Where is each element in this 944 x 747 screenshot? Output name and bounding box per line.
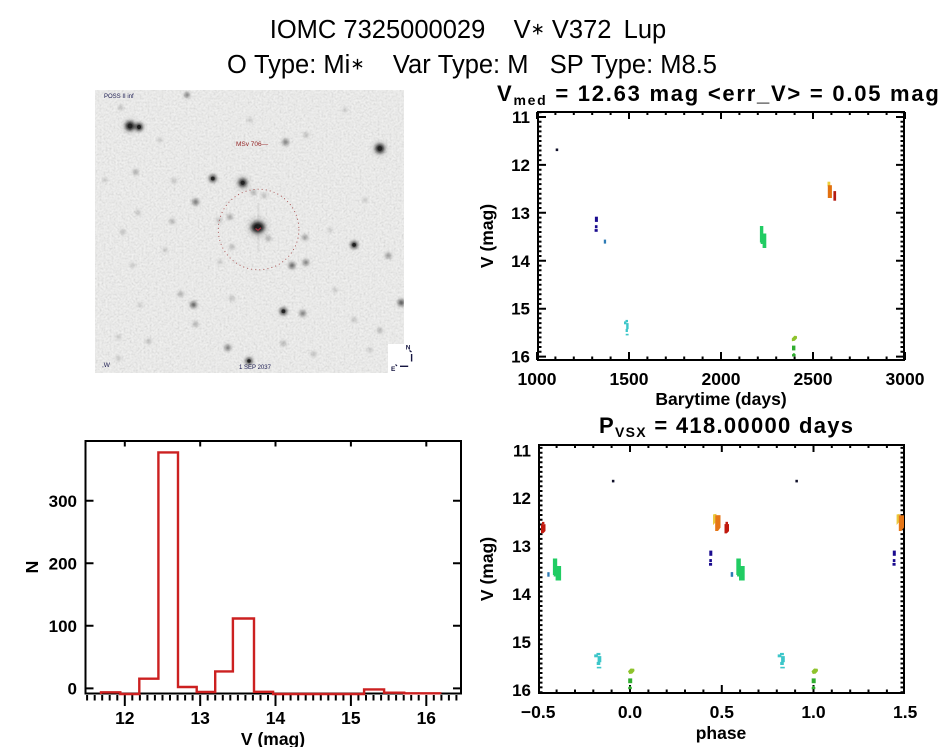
svg-text:13: 13 [511, 204, 530, 223]
svg-text:1500: 1500 [610, 369, 649, 389]
svg-text:15: 15 [511, 300, 530, 319]
svg-text:15: 15 [341, 708, 361, 728]
svg-text:16: 16 [417, 708, 437, 728]
svg-text:N: N [406, 345, 411, 352]
svg-text:300: 300 [49, 492, 77, 511]
svg-text:−0.5: −0.5 [521, 702, 556, 722]
svg-text:V (mag): V (mag) [477, 537, 497, 601]
svg-text:15: 15 [512, 633, 531, 652]
svg-text:V (mag): V (mag) [477, 204, 497, 268]
svg-text:0: 0 [68, 679, 77, 698]
svg-text:12: 12 [511, 156, 530, 175]
svg-text:PVSX = 418.00000 days: PVSX = 418.00000 days [599, 413, 854, 440]
svg-text:13: 13 [512, 537, 531, 556]
svg-text:1.5: 1.5 [893, 702, 918, 722]
svg-text:14: 14 [511, 252, 530, 271]
svg-text:12: 12 [512, 489, 531, 508]
svg-text:200: 200 [49, 554, 77, 573]
svg-text:2500: 2500 [794, 369, 833, 389]
svg-text:MSv 706—: MSv 706— [236, 141, 269, 148]
svg-text:E: E [391, 366, 396, 373]
svg-text:16: 16 [511, 348, 530, 367]
svg-text:1 SEP 2037: 1 SEP 2037 [239, 365, 272, 371]
svg-text:phase: phase [696, 723, 747, 743]
svg-text:N: N [22, 561, 42, 574]
svg-text:16: 16 [512, 681, 531, 700]
svg-text:0.5: 0.5 [710, 702, 735, 722]
svg-text:12: 12 [115, 708, 135, 728]
svg-text:14: 14 [266, 708, 286, 728]
svg-text:13: 13 [190, 708, 210, 728]
svg-text:POSS II inf: POSS II inf [104, 94, 134, 100]
svg-text:11: 11 [513, 441, 531, 460]
svg-text:14: 14 [512, 585, 531, 604]
svg-text:0.0: 0.0 [618, 702, 643, 722]
svg-text:3000: 3000 [886, 369, 925, 389]
svg-text:,W: ,W [102, 362, 111, 369]
svg-text:Barytime (days): Barytime (days) [655, 389, 786, 409]
svg-text:2000: 2000 [702, 369, 741, 389]
svg-text:11: 11 [512, 108, 530, 127]
svg-text:V (mag): V (mag) [241, 729, 305, 747]
svg-text:1000: 1000 [518, 369, 557, 389]
svg-text:100: 100 [49, 617, 77, 636]
svg-text:Vmed = 12.63 mag <err_V> = 0.0: Vmed = 12.63 mag <err_V> = 0.05 mag [497, 81, 941, 108]
svg-text:1.0: 1.0 [801, 702, 826, 722]
